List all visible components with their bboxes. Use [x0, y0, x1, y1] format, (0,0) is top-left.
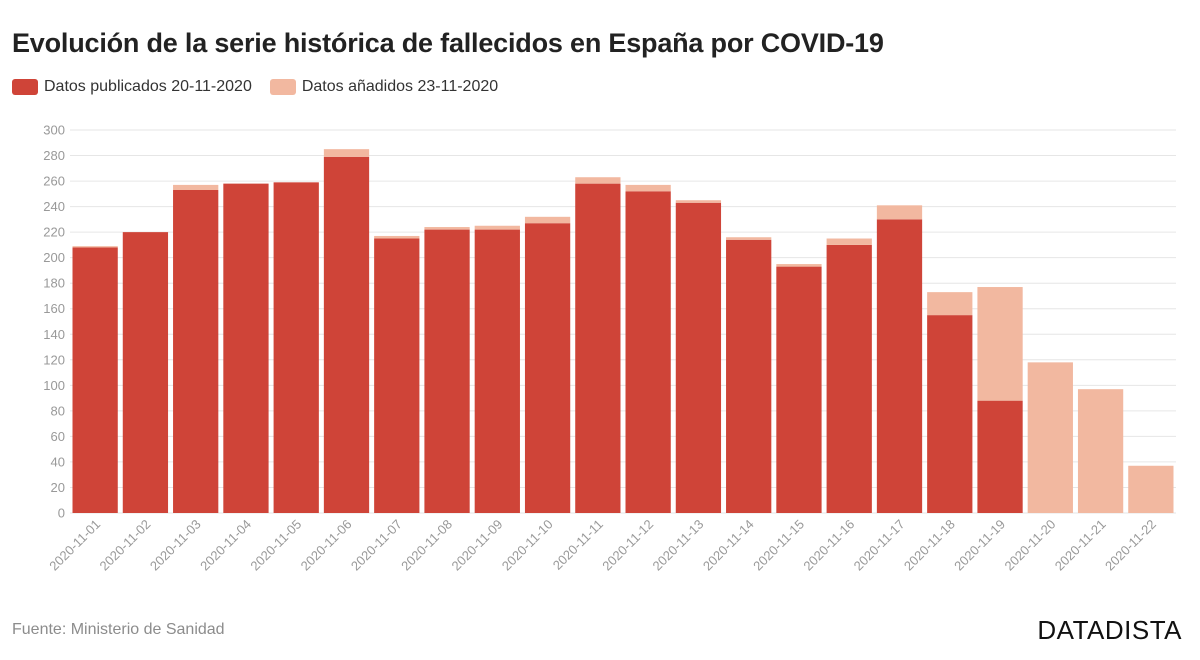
x-tick-label: 2020-11-02 — [97, 517, 154, 574]
bar-published — [323, 156, 370, 513]
bar-added — [1077, 389, 1124, 513]
bar-added — [675, 200, 722, 203]
bar-added — [424, 227, 470, 230]
y-tick-label: 100 — [43, 378, 65, 393]
bar-added — [826, 238, 872, 245]
legend: Datos publicados 20-11-2020 Datos añadid… — [12, 78, 516, 96]
x-tick-label: 2020-11-08 — [398, 517, 455, 574]
x-tick-label: 2020-11-05 — [247, 517, 304, 574]
bar-published — [575, 183, 621, 513]
bar-published — [524, 223, 571, 514]
x-tick-label: 2020-11-14 — [700, 517, 757, 574]
x-tick-label: 2020-11-03 — [147, 517, 204, 574]
bar-published — [173, 190, 219, 513]
bar-added — [524, 216, 571, 224]
bar-published — [424, 229, 470, 513]
bar-published — [122, 232, 169, 513]
y-tick-label: 80 — [51, 403, 65, 418]
x-tick-label: 2020-11-17 — [851, 517, 908, 574]
x-tick-label: 2020-11-07 — [348, 517, 405, 574]
y-tick-label: 40 — [51, 454, 65, 469]
bar-published — [223, 183, 269, 513]
x-tick-label: 2020-11-09 — [448, 517, 505, 574]
y-tick-label: 20 — [51, 480, 65, 495]
legend-swatch-added — [269, 79, 296, 95]
bar-published — [474, 229, 520, 513]
chart-title: Evolución de la serie histórica de falle… — [12, 28, 884, 58]
bar-added — [1027, 362, 1073, 513]
bar-added — [876, 205, 923, 220]
bar-published — [625, 191, 671, 513]
x-tick-label: 2020-11-19 — [951, 517, 1008, 574]
x-tick-label: 2020-11-12 — [599, 517, 656, 574]
x-tick-label: 2020-11-10 — [499, 517, 556, 574]
bar-published — [726, 239, 772, 513]
x-tick-label: 2020-11-04 — [197, 517, 254, 574]
x-tick-label: 2020-11-13 — [650, 517, 707, 574]
x-tick-label: 2020-11-18 — [901, 517, 958, 574]
x-tick-label: 2020-11-01 — [46, 517, 103, 574]
y-tick-label: 220 — [43, 225, 65, 240]
brand-logo: DATADISTA — [1037, 615, 1182, 645]
y-tick-label: 120 — [43, 352, 65, 367]
bar-published — [977, 400, 1023, 513]
y-tick-label: 280 — [43, 148, 65, 163]
bar-added — [575, 177, 621, 184]
bar-added — [323, 149, 370, 157]
y-tick-label: 60 — [51, 429, 65, 444]
bar-published — [72, 247, 118, 513]
source-note: Fuente: Ministerio de Sanidad — [12, 621, 225, 638]
y-tick-label: 160 — [43, 301, 65, 316]
bar-added — [374, 235, 420, 239]
bar-published — [374, 238, 420, 513]
y-tick-label: 200 — [43, 250, 65, 265]
x-tick-label: 2020-11-22 — [1102, 517, 1159, 574]
y-tick-label: 140 — [43, 327, 65, 342]
legend-label-added: Datos añadidos 23-11-2020 — [301, 78, 499, 95]
bar-added — [625, 184, 671, 192]
bar-added — [474, 225, 520, 230]
x-tick-label: 2020-11-21 — [1052, 517, 1109, 574]
bar-published — [675, 202, 722, 513]
y-tick-label: 240 — [43, 199, 65, 214]
x-tick-label: 2020-11-15 — [750, 517, 807, 574]
bar-added — [776, 264, 822, 267]
bar-published — [826, 244, 872, 513]
bar-added — [927, 292, 973, 316]
bar-published — [273, 182, 319, 514]
x-tick-label: 2020-11-06 — [298, 517, 355, 574]
x-tick-label: 2020-11-20 — [1001, 517, 1058, 574]
legend-item-added[interactable]: Datos añadidos 23-11-2020 — [269, 78, 499, 96]
bar-published — [776, 266, 822, 513]
bar-added — [173, 184, 219, 191]
x-tick-label: 2020-11-11 — [550, 517, 606, 573]
bar-added — [72, 246, 118, 248]
bar-added — [726, 237, 772, 240]
x-tick-label: 2020-11-16 — [800, 517, 857, 574]
bar-published — [927, 315, 973, 513]
legend-swatch-published — [12, 79, 38, 95]
y-tick-label: 180 — [43, 276, 65, 291]
bar-published — [876, 219, 923, 513]
legend-item-published[interactable]: Datos publicados 20-11-2020 — [12, 78, 252, 96]
bar-added — [1128, 465, 1174, 513]
y-tick-label: 0 — [58, 506, 65, 521]
y-tick-label: 260 — [43, 174, 65, 189]
legend-label-published: Datos publicados 20-11-2020 — [44, 78, 252, 95]
y-tick-label: 300 — [43, 123, 65, 138]
bar-added — [977, 287, 1023, 401]
